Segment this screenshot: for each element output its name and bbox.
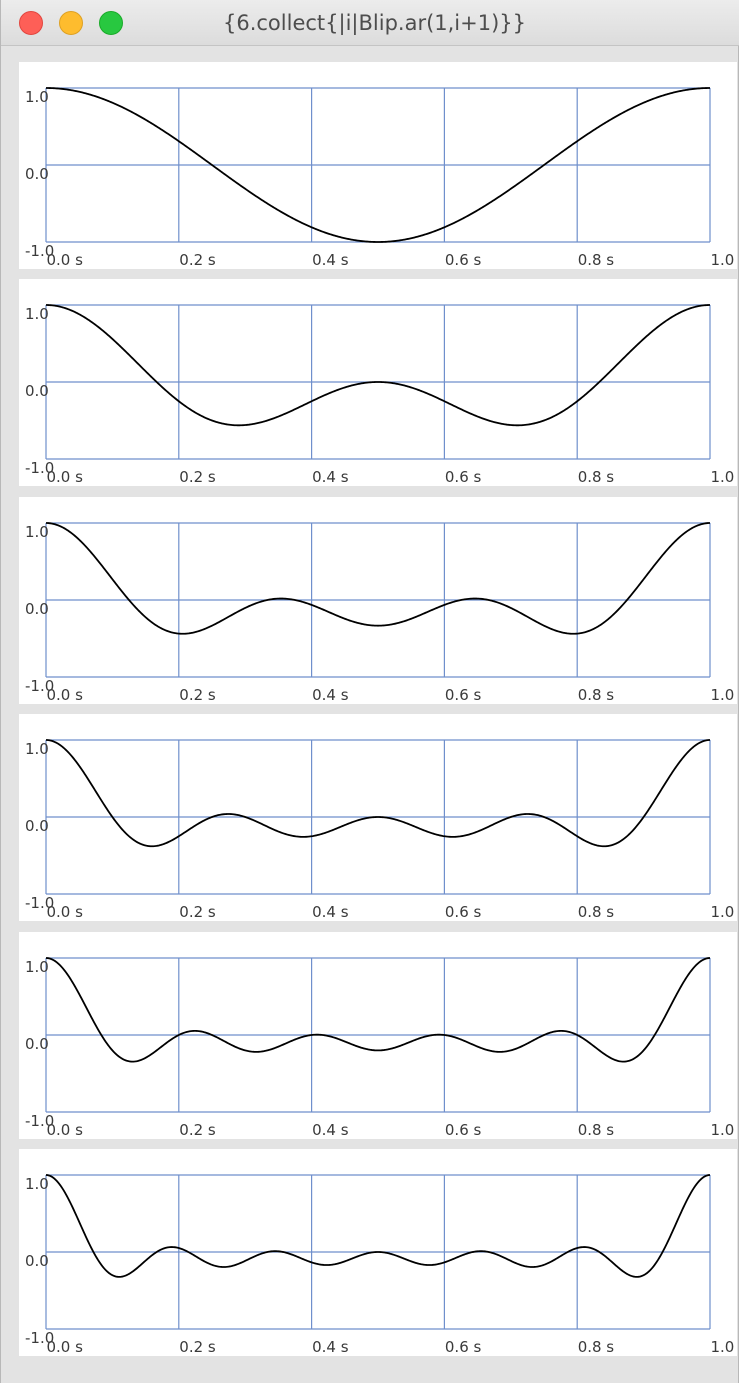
x-tick-label: 1.0 <box>711 1121 735 1139</box>
zoom-window-button[interactable] <box>99 11 123 35</box>
minimize-window-button[interactable] <box>59 11 83 35</box>
y-tick-label: -1.0 <box>25 459 54 477</box>
x-tick-label: 0.2 s <box>179 1121 216 1139</box>
plot-panel-3: 1.0 0.0 -1.00.0 s 0.2 s 0.4 s 0.6 s 0.8 s 1.0 <box>19 497 737 704</box>
waveform-line <box>45 522 711 635</box>
y-tick-label: 0.0 <box>25 600 49 618</box>
x-tick-label: 0.2 s <box>179 903 216 921</box>
y-tick-label: -1.0 <box>25 894 54 912</box>
x-tick-label: 0.4 s <box>312 903 349 921</box>
x-tick-label: 0.8 s <box>578 1338 615 1356</box>
x-tick-label: 0.2 s <box>179 686 216 704</box>
x-tick-label: 1.0 <box>711 468 735 486</box>
x-tick-label: 1.0 <box>711 686 735 704</box>
x-tick-label: 0.4 s <box>312 1338 349 1356</box>
x-tick-label: 0.6 s <box>445 686 482 704</box>
y-tick-label: 0.0 <box>25 1252 49 1270</box>
x-tick-label: 0.6 s <box>445 903 482 921</box>
plot-panel-1: 1.0 0.0 -1.00.0 s 0.2 s 0.4 s 0.6 s 0.8 s 1.0 <box>19 62 737 269</box>
x-tick-label: 0.8 s <box>578 686 615 704</box>
waveform-line <box>45 957 711 1063</box>
y-tick-label: 0.0 <box>25 817 49 835</box>
y-tick-label: -1.0 <box>25 1112 54 1130</box>
x-tick-label: 0.4 s <box>312 251 349 269</box>
y-tick-label: -1.0 <box>25 677 54 695</box>
y-tick-label: 1.0 <box>25 305 49 323</box>
y-tick-label: 1.0 <box>25 88 49 106</box>
y-tick-label: 0.0 <box>25 165 49 183</box>
x-tick-label: 0.4 s <box>312 686 349 704</box>
x-tick-label: 0.6 s <box>445 1121 482 1139</box>
plot-panel-5: 1.0 0.0 -1.00.0 s 0.2 s 0.4 s 0.6 s 0.8 s 1.0 <box>19 932 737 1139</box>
window-title: {6.collect{|i|Blip.ar(1,i+1)}} <box>222 11 527 35</box>
x-tick-label: 0.6 s <box>445 1338 482 1356</box>
x-tick-label: 0.2 s <box>179 468 216 486</box>
plot-panel-6: 1.0 0.0 -1.00.0 s 0.2 s 0.4 s 0.6 s 0.8 s 1.0 <box>19 1149 737 1356</box>
x-tick-label: 0.8 s <box>578 468 615 486</box>
x-tick-label: 0.2 s <box>179 251 216 269</box>
x-tick-label: 0.0 s <box>47 1121 84 1139</box>
x-tick-label: 0.0 s <box>47 468 84 486</box>
close-window-button[interactable] <box>19 11 43 35</box>
y-tick-label: 1.0 <box>25 523 49 541</box>
plot-panel-2: 1.0 0.0 -1.00.0 s 0.2 s 0.4 s 0.6 s 0.8 s 1.0 <box>19 279 737 486</box>
x-tick-label: 0.0 s <box>47 251 84 269</box>
waveform-line <box>45 739 711 848</box>
waveform-line <box>45 1174 711 1278</box>
y-tick-label: 0.0 <box>25 382 49 400</box>
y-tick-label: 1.0 <box>25 740 49 758</box>
x-tick-label: 0.6 s <box>445 468 482 486</box>
waveform-line <box>45 304 711 427</box>
plot-stack: 1.0 0.0 -1.0 0.0 s 0.2 s 0.4 s 0.6 s 0.8 s 1.0 1.… <box>1 46 739 1383</box>
x-tick-label: 0.4 s <box>312 1121 349 1139</box>
x-tick-label: 0.0 s <box>47 903 84 921</box>
y-tick-label: 0.0 <box>25 1035 49 1053</box>
plot-panel-4: 1.0 0.0 -1.00.0 s 0.2 s 0.4 s 0.6 s 0.8 s 1.0 <box>19 714 737 921</box>
x-tick-label: 0.0 s <box>47 686 84 704</box>
x-tick-label: 0.4 s <box>312 468 349 486</box>
waveform-line <box>46 87 710 243</box>
x-tick-label: 0.8 s <box>578 251 615 269</box>
x-tick-label: 1.0 <box>711 251 735 269</box>
y-tick-label: 1.0 <box>25 1175 49 1193</box>
x-tick-label: 0.8 s <box>578 903 615 921</box>
title-bar[interactable]: {6.collect{|i|Blip.ar(1,i+1)}} <box>1 0 739 46</box>
y-tick-label: -1.0 <box>25 1329 54 1347</box>
y-tick-label: 1.0 <box>25 958 49 976</box>
x-tick-label: 0.6 s <box>445 251 482 269</box>
x-tick-label: 1.0 <box>711 903 735 921</box>
y-tick-label: -1.0 <box>25 242 54 260</box>
x-tick-label: 0.8 s <box>578 1121 615 1139</box>
x-tick-label: 0.0 s <box>47 1338 84 1356</box>
x-tick-label: 1.0 <box>711 1338 735 1356</box>
x-tick-label: 0.2 s <box>179 1338 216 1356</box>
